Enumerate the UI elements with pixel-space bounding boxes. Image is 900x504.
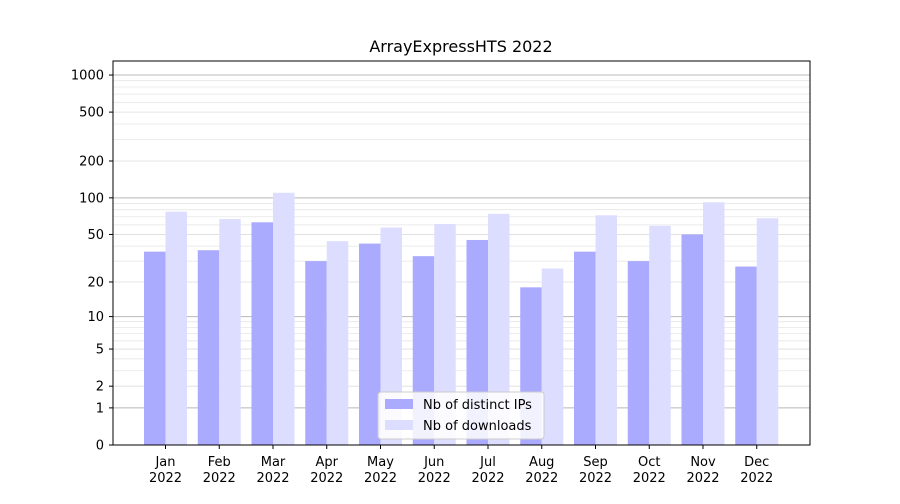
y-tick-label: 20	[87, 275, 104, 290]
bar-distinct-ips	[144, 251, 166, 445]
bar-distinct-ips	[627, 261, 650, 445]
plot-frame	[112, 60, 811, 446]
bar-distinct-ips	[359, 243, 381, 445]
x-tick-label: May 2022	[364, 455, 397, 486]
bar-distinct-ips	[735, 266, 757, 445]
bar-downloads	[219, 219, 241, 445]
legend-label: Nb of distinct IPs	[423, 398, 532, 413]
x-axis: Jan 2022 Feb 2022 Mar 2022 Apr 2022 May 2022 Jun 20…	[149, 445, 773, 486]
bar-distinct-ips	[574, 251, 596, 445]
bar-distinct-ips	[197, 250, 220, 445]
legend-swatch	[385, 420, 413, 430]
x-tick-label: Feb 2022	[203, 455, 236, 486]
bar-downloads	[165, 211, 187, 445]
bar-downloads	[273, 192, 295, 445]
legend-box	[377, 391, 545, 440]
bar-downloads	[326, 241, 349, 445]
y-tick-label: 50	[87, 228, 104, 243]
x-tick-label: Aug 2022	[525, 455, 558, 486]
bar-downloads	[380, 227, 402, 445]
y-axis: 0 1 2 5 10 20 50 100 200 500 1000	[71, 69, 113, 454]
bar-downloads	[541, 268, 564, 445]
y-tick-label: 10	[87, 310, 104, 325]
y-tick-label: 100	[79, 191, 104, 206]
bar-downloads	[703, 202, 725, 445]
bar-downloads	[434, 223, 456, 445]
chart-title: ArrayExpressHTS 2022	[369, 37, 552, 56]
bar-distinct-ips	[305, 261, 327, 445]
x-tick-label: Sep 2022	[579, 455, 612, 486]
bar-downloads	[595, 215, 617, 445]
x-tick-label: Jul 2022	[471, 455, 504, 486]
bar-distinct-ips	[681, 234, 703, 445]
legend-swatch	[385, 399, 413, 409]
bar-downloads	[756, 218, 779, 445]
bar-downloads	[649, 225, 671, 445]
x-tick-label: Nov 2022	[686, 455, 719, 486]
x-tick-label: Mar 2022	[256, 455, 289, 486]
x-tick-label: Jun 2022	[418, 455, 451, 486]
y-tick-label: 1	[96, 401, 104, 416]
bar-distinct-ips	[251, 222, 273, 445]
bar-downloads	[488, 213, 510, 445]
legend-label: Nb of downloads	[423, 419, 532, 434]
y-tick-label: 1000	[71, 69, 104, 84]
x-tick-label: Jan 2022	[149, 455, 182, 486]
y-tick-label: 2	[96, 380, 104, 395]
y-tick-label: 200	[79, 155, 104, 170]
y-tick-label: 500	[79, 106, 104, 121]
y-tick-label: 5	[96, 343, 104, 358]
x-tick-label: Dec 2022	[740, 455, 773, 486]
legend: Nb of distinct IPs Nb of downloads	[377, 391, 545, 440]
y-tick-label: 0	[96, 439, 104, 454]
x-tick-label: Oct 2022	[633, 455, 666, 486]
x-tick-label: Apr 2022	[310, 455, 343, 486]
